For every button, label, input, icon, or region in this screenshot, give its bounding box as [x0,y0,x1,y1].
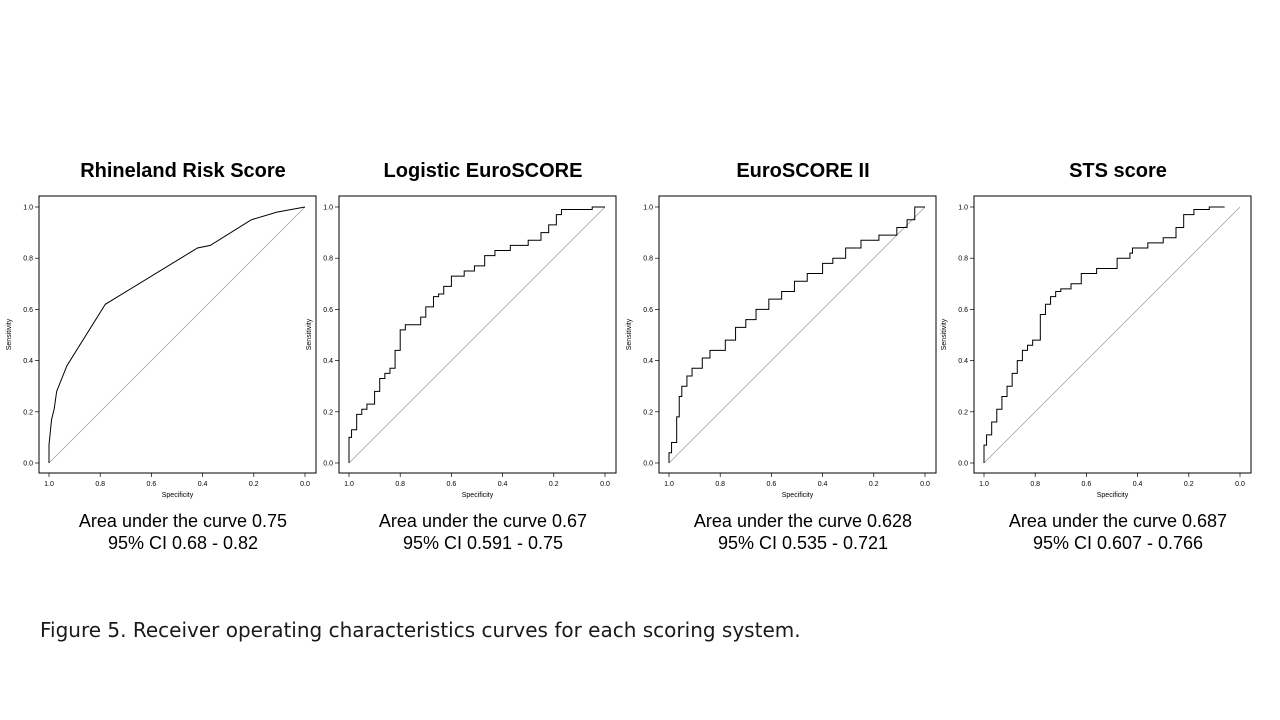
x-tick-label: 1.0 [344,481,354,488]
y-tick-label: 1.0 [23,205,33,212]
x-tick-label: 0.4 [198,481,208,488]
x-tick-label: 0.6 [147,481,157,488]
x-tick-label: 0.2 [249,481,259,488]
y-axis-label: Sensitivity [626,318,633,350]
roc-chart-logistic-euroscore: 1.0 0.8 0.6 0.4 0.2 0.0 0.0 0.2 0.4 0.6 0.8 1.0 Spec… [306,195,617,499]
y-tick-label: 0.6 [643,307,653,314]
x-tick-label: 1.0 [664,481,674,488]
x-tick-label: 1.0 [979,481,989,488]
x-tick-label: 0.8 [715,481,725,488]
chart-title: Rhineland Risk Score [80,160,286,182]
y-axis-label: Sensitivity [941,318,948,350]
x-tick-label: 0.2 [1184,481,1194,488]
plot-frame [38,195,317,474]
x-tick-label: 0.2 [869,481,879,488]
x-tick-label: 0.0 [600,481,610,488]
diagonal-reference-line [348,206,606,464]
auc-text: Area under the curve 0.75 [78,511,288,531]
y-tick-label: 1.0 [323,205,333,212]
chart-title: STS score [1069,160,1167,182]
x-tick-label: 0.6 [1082,481,1092,488]
y-tick-label: 0.6 [23,307,33,314]
x-tick-label: 0.8 [1030,481,1040,488]
roc-curve [668,206,925,463]
auc-text: Area under the curve 0.67 [378,511,588,531]
x-tick-label: 0.4 [818,481,828,488]
y-axis-label: Sensitivity [306,318,313,350]
y-tick-label: 0.4 [958,358,968,365]
y-tick-label: 1.0 [643,205,653,212]
y-tick-label: 0.4 [323,358,333,365]
y-tick-label: 0.8 [958,256,968,263]
x-tick-label: 0.4 [1133,481,1143,488]
y-tick-label: 0.2 [643,409,653,416]
ci-text: 95% CI 0.535 - 0.721 [717,533,889,553]
y-tick-label: 0.6 [323,307,333,314]
diagonal-reference-line [668,206,926,464]
y-tick-label: 0.8 [643,256,653,263]
x-tick-label: 0.0 [300,481,310,488]
y-tick-label: 0.6 [958,307,968,314]
x-tick-label: 0.6 [447,481,457,488]
x-axis-label: Specificity [162,492,194,499]
plot-frame [973,195,1252,474]
roc-curve [48,206,306,463]
auc-text: Area under the curve 0.687 [1008,511,1228,531]
roc-chart-euroscore-ii: 1.0 0.8 0.6 0.4 0.2 0.0 0.0 0.2 0.4 0.6 0.8 1.0 Spec… [626,195,937,499]
figure-caption: Figure 5. Receiver operating characteris… [40,618,801,642]
y-tick-label: 1.0 [958,205,968,212]
x-axis-label: Specificity [1097,492,1129,499]
panel-rhineland: Rhineland Risk Score 1.0 0.8 0.6 0.4 0.2 0.0 0… [6,150,343,570]
x-tick-label: 0.8 [95,481,105,488]
ci-text: 95% CI 0.68 - 0.82 [107,533,259,553]
y-tick-label: 0.0 [23,461,33,468]
roc-curve [983,206,1225,463]
ci-text: 95% CI 0.591 - 0.75 [402,533,564,553]
chart-title: EuroSCORE II [736,160,870,182]
x-tick-label: 1.0 [44,481,54,488]
y-tick-label: 0.8 [23,256,33,263]
y-tick-label: 0.2 [323,409,333,416]
roc-chart-sts-score: 1.0 0.8 0.6 0.4 0.2 0.0 0.0 0.2 0.4 0.6 0.8 1.0 Spec… [941,195,1252,499]
x-tick-label: 0.8 [395,481,405,488]
plot-frame [338,195,617,474]
roc-chart-rhineland: 1.0 0.8 0.6 0.4 0.2 0.0 0.0 0.2 0.4 0.6 0.8 1.0 Spec… [6,195,317,499]
plot-frame [658,195,937,474]
auc-text: Area under the curve 0.628 [693,511,913,531]
panel-sts-score: STS score 1.0 0.8 0.6 0.4 0.2 0.0 0.0 0.2 0.4 0.6… [941,150,1278,570]
y-tick-label: 0.0 [323,461,333,468]
chart-title: Logistic EuroSCORE [383,160,583,182]
diagonal-reference-line [48,206,306,464]
x-tick-label: 0.4 [498,481,508,488]
y-tick-label: 0.2 [23,409,33,416]
x-tick-label: 0.6 [767,481,777,488]
panel-euroscore-ii: EuroSCORE II 1.0 0.8 0.6 0.4 0.2 0.0 0.0 0.2 0.4… [626,150,963,570]
y-tick-label: 0.8 [323,256,333,263]
y-tick-label: 0.2 [958,409,968,416]
panel-logistic-euroscore: Logistic EuroSCORE 1.0 0.8 0.6 0.4 0.2 0.0 0.0… [306,150,643,570]
x-axis-label: Specificity [462,492,494,499]
y-tick-label: 0.4 [643,358,653,365]
ci-text: 95% CI 0.607 - 0.766 [1032,533,1204,553]
y-tick-label: 0.0 [958,461,968,468]
roc-curve [348,206,605,463]
x-tick-label: 0.0 [1235,481,1245,488]
x-tick-label: 0.2 [549,481,559,488]
diagonal-reference-line [983,206,1241,464]
x-tick-label: 0.0 [920,481,930,488]
x-axis-label: Specificity [782,492,814,499]
y-tick-label: 0.0 [643,461,653,468]
y-tick-label: 0.4 [23,358,33,365]
y-axis-label: Sensitivity [6,318,13,350]
